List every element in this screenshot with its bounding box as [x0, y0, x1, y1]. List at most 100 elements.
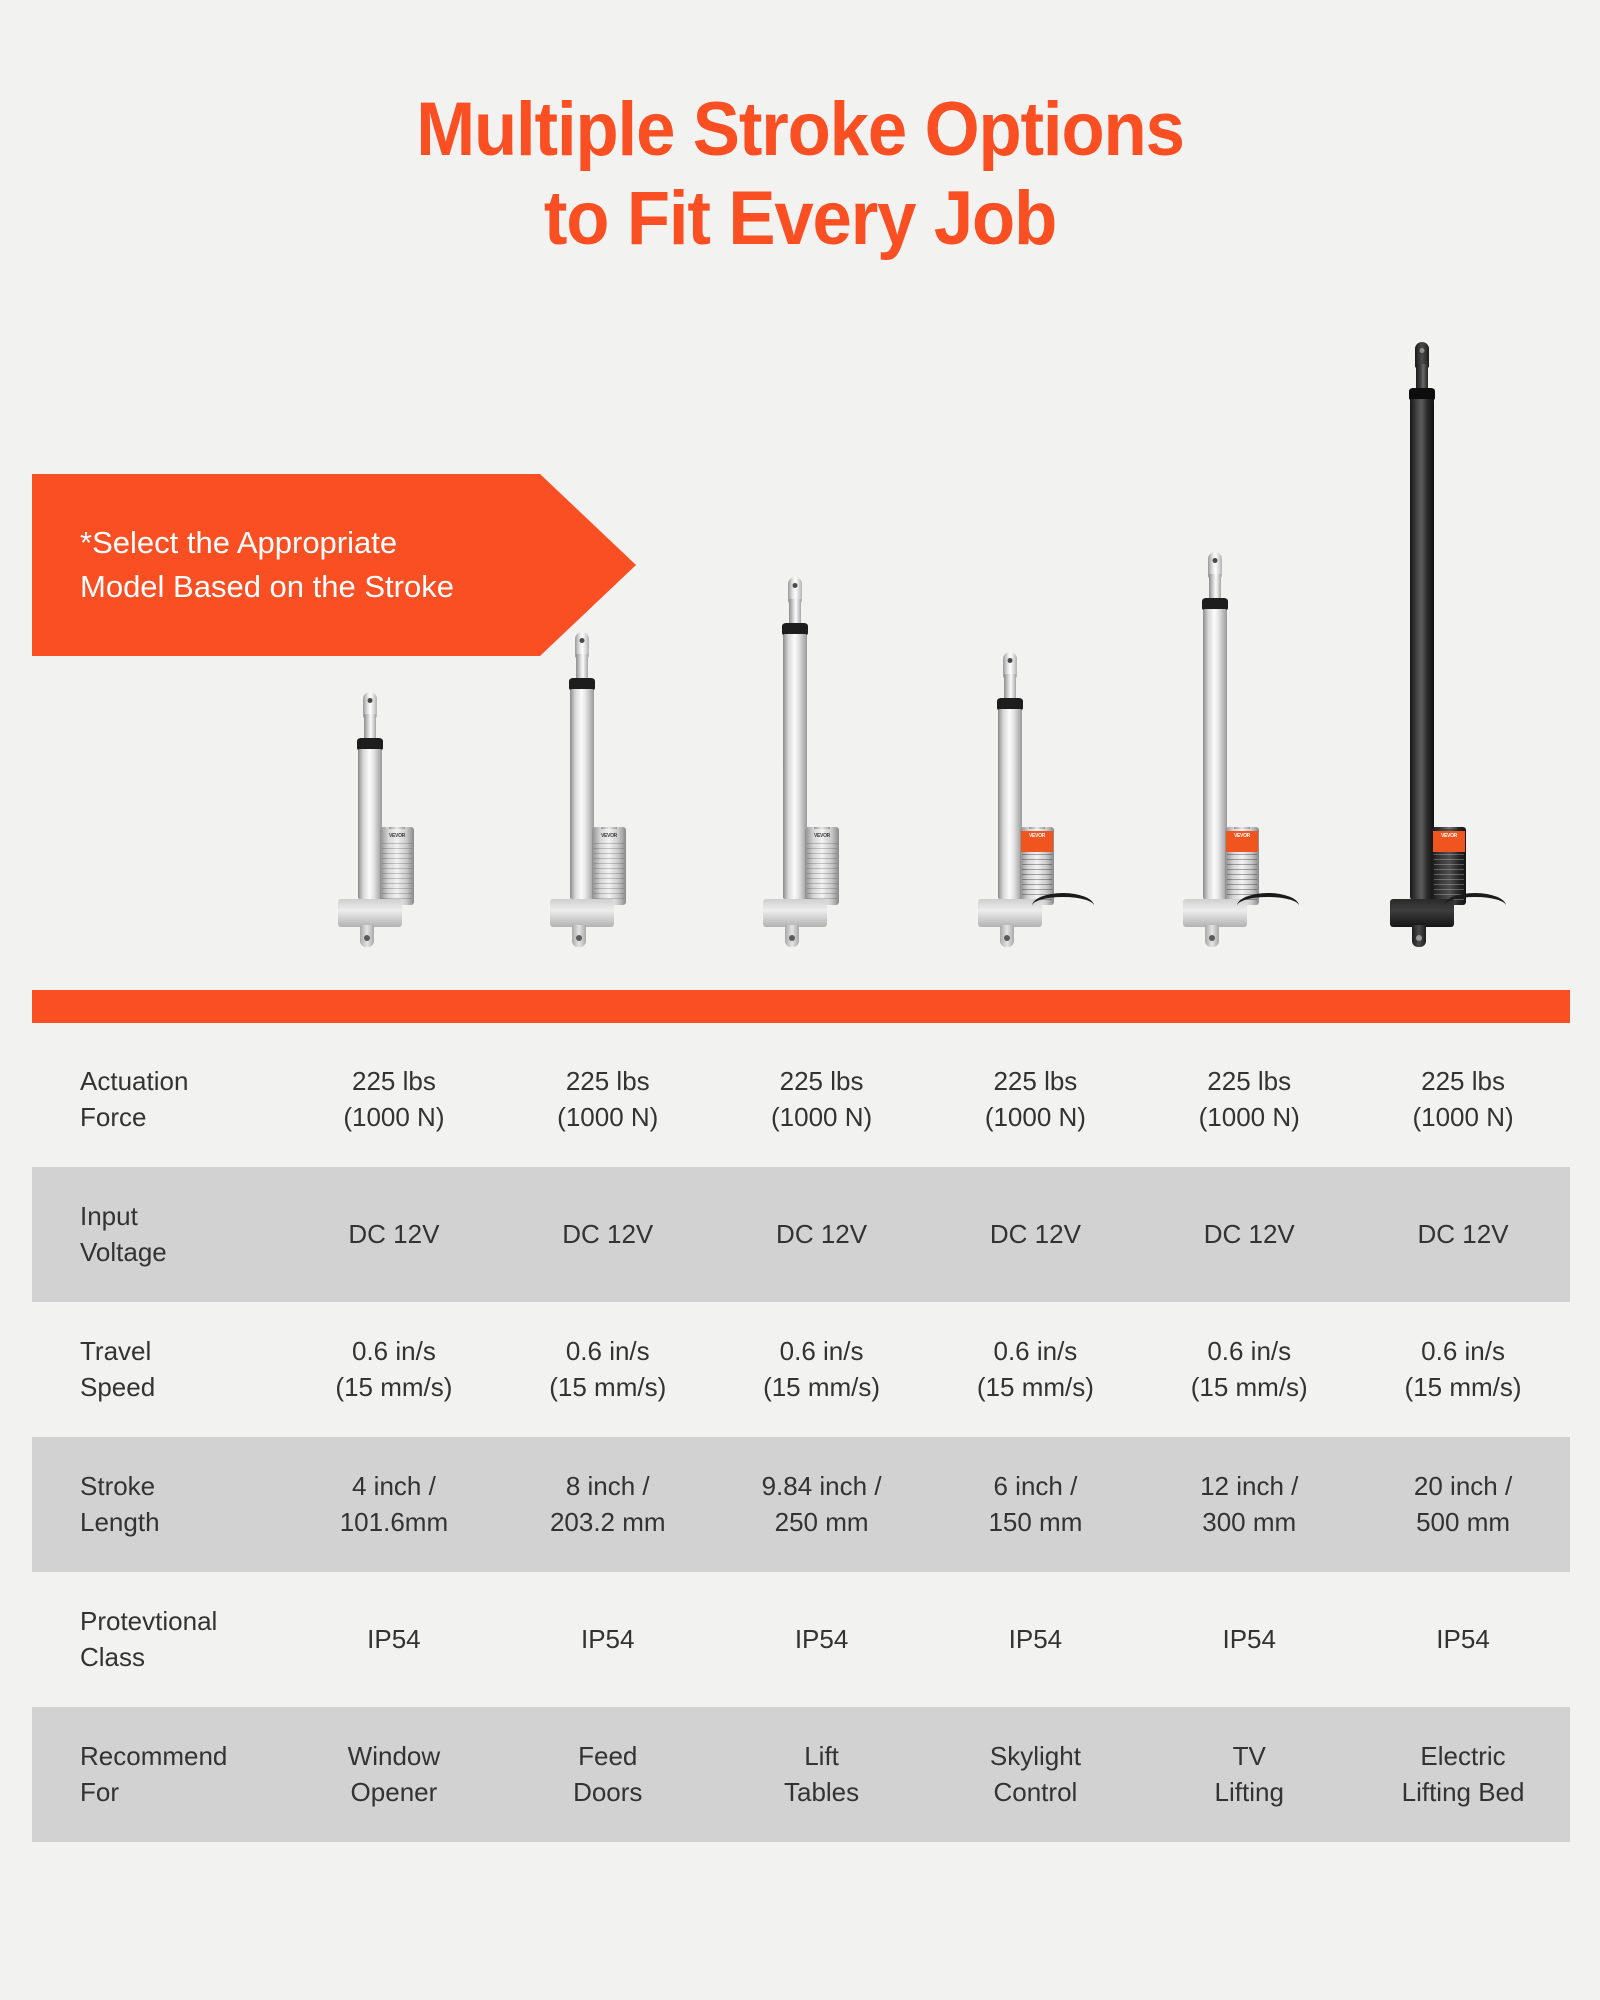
spec-cell: 6 inch / 150 mm [988, 1471, 1083, 1537]
extension-rod [1416, 364, 1428, 394]
spec-cell: IP54 [1436, 1623, 1490, 1654]
clevis-mount-icon [1415, 342, 1429, 368]
collar-ring [357, 738, 383, 751]
motor-brand-label: VEVOR [1440, 833, 1457, 839]
base-mounting-ear [1412, 925, 1426, 947]
power-cable [1237, 893, 1299, 919]
spec-row: Recommend For Window Opener Feed Doors Lift… [32, 1707, 1570, 1842]
actuator-tube [1410, 399, 1434, 899]
motor-housing: VEVOR [1225, 827, 1259, 905]
motor-orange-band [1021, 831, 1053, 852]
actuator-illustration: VEVOR [1347, 342, 1506, 960]
motor-spec-label [382, 843, 412, 901]
motor-cap [601, 827, 617, 829]
spec-cell: 8 inch / 203.2 mm [549, 1471, 666, 1537]
spec-cell: DC 12V [1203, 1218, 1295, 1249]
product-actuator-4: VEVOR [935, 652, 1094, 960]
spec-cell: 0.6 in/s (15 mm/s) [549, 1336, 667, 1402]
motor-orange-band [1226, 831, 1258, 852]
spec-cell: 225 lbs (1000 N) [343, 1066, 445, 1132]
collar-ring [1409, 388, 1435, 401]
product-actuator-5: VEVOR [1140, 552, 1299, 960]
product-actuator-2: VEVOR [507, 632, 657, 960]
spec-row: Travel Speed 0.6 in/s (15 mm/s) 0.6 in/s (… [32, 1302, 1570, 1437]
page-title: Multiple Stroke Options to Fit Every Job [0, 86, 1600, 264]
spec-cell: IP54 [1008, 1623, 1063, 1654]
spec-row-label: Protevtional Class [80, 1606, 218, 1672]
product-image-row: VEVOR VEVOR VEVOR VEVOR VEVOR VEVOR [0, 280, 1600, 960]
actuator-tube [998, 709, 1022, 899]
spec-cell: 0.6 in/s (15 mm/s) [976, 1336, 1094, 1402]
product-actuator-1: VEVOR [295, 692, 445, 960]
base-mount-block [338, 899, 402, 947]
base-mounting-ear [1205, 925, 1219, 947]
actuator-tube [570, 689, 594, 899]
spec-row: Stroke Length 4 inch / 101.6mm 8 inch / 20… [32, 1437, 1570, 1572]
motor-cap [1441, 827, 1457, 829]
motor-brand-label: VEVOR [1028, 833, 1045, 839]
clevis-mount-icon [1003, 652, 1017, 678]
spec-cell: 4 inch / 101.6mm [339, 1471, 449, 1537]
product-actuator-3: VEVOR [720, 577, 870, 960]
spec-cell: 20 inch / 500 mm [1413, 1471, 1513, 1537]
spec-cell: Feed Doors [573, 1741, 643, 1807]
spec-cell: 9.84 inch / 250 mm [761, 1471, 882, 1537]
collar-ring [569, 678, 595, 691]
collar-ring [782, 623, 808, 636]
base-mount-block [978, 899, 1042, 947]
spec-cell: IP54 [367, 1623, 421, 1654]
extension-rod [1209, 574, 1221, 604]
motor-spec-label [594, 843, 624, 901]
spec-cell: Lift Tables [783, 1741, 860, 1807]
motor-brand-label: VEVOR [388, 833, 405, 839]
motor-cap [1029, 827, 1045, 829]
motor-cap [389, 827, 405, 829]
actuator-tube [1203, 609, 1227, 899]
motor-housing: VEVOR [592, 827, 626, 905]
spec-row-values: 225 lbs (1000 N) 225 lbs (1000 N) 225 lbs … [287, 1064, 1570, 1135]
power-cable [1032, 893, 1094, 919]
spec-cell: 225 lbs (1000 N) [770, 1066, 873, 1132]
spec-cell: 12 inch / 300 mm [1200, 1471, 1299, 1537]
actuator-illustration: VEVOR [935, 652, 1094, 960]
base-mount-block [1390, 899, 1454, 947]
base-mounting-ear [572, 925, 586, 947]
spec-cell: DC 12V [776, 1218, 868, 1249]
spec-row-label: Stroke Length [80, 1471, 160, 1537]
actuator-illustration: VEVOR [1140, 552, 1299, 960]
spec-cell: 225 lbs (1000 N) [1198, 1066, 1300, 1132]
extension-rod [1004, 674, 1016, 704]
motor-spec-label [1227, 854, 1257, 901]
extension-rod [576, 654, 588, 684]
motor-housing: VEVOR [380, 827, 414, 905]
power-cable [1444, 893, 1506, 919]
spec-cell: DC 12V [989, 1218, 1081, 1249]
spec-cell: DC 12V [562, 1218, 654, 1249]
actuator-tube [783, 634, 807, 899]
spec-row-values: 4 inch / 101.6mm 8 inch / 203.2 mm 9.84 in… [287, 1469, 1570, 1540]
actuator-illustration: VEVOR [720, 577, 870, 960]
spec-row: Input Voltage DC 12V DC 12V DC 12V DC 12V DC … [32, 1167, 1570, 1302]
title-line-2: to Fit Every Job [543, 175, 1057, 261]
spec-cell: 225 lbs (1000 N) [984, 1066, 1086, 1132]
spec-cell: Skylight Control [989, 1741, 1081, 1807]
spec-row-label: Recommend For [80, 1741, 228, 1807]
extension-rod [364, 714, 376, 744]
spec-row-values: 0.6 in/s (15 mm/s) 0.6 in/s (15 mm/s) 0.6 … [287, 1334, 1570, 1405]
spec-cell: DC 12V [1417, 1218, 1509, 1249]
spec-cell: 0.6 in/s (15 mm/s) [1404, 1336, 1522, 1402]
title-line-1: Multiple Stroke Options [416, 87, 1185, 172]
motor-brand-label: VEVOR [1233, 833, 1250, 839]
base-mount-block [763, 899, 827, 947]
spec-row: Protevtional Class IP54 IP54 IP54 IP54 IP54 IP… [32, 1572, 1570, 1707]
spec-cell: IP54 [580, 1623, 635, 1654]
collar-ring [997, 698, 1023, 711]
spec-cell: 0.6 in/s (15 mm/s) [763, 1336, 881, 1402]
spec-cell: IP54 [1222, 1623, 1276, 1654]
spec-cell: 0.6 in/s (15 mm/s) [335, 1336, 453, 1402]
specification-table: Actuation Force 225 lbs (1000 N) 225 lbs (… [32, 1032, 1570, 1842]
motor-cap [1234, 827, 1250, 829]
spec-row-label: Input Voltage [80, 1201, 167, 1267]
motor-cap [814, 827, 830, 829]
spec-row-label: Travel Speed [80, 1336, 156, 1402]
